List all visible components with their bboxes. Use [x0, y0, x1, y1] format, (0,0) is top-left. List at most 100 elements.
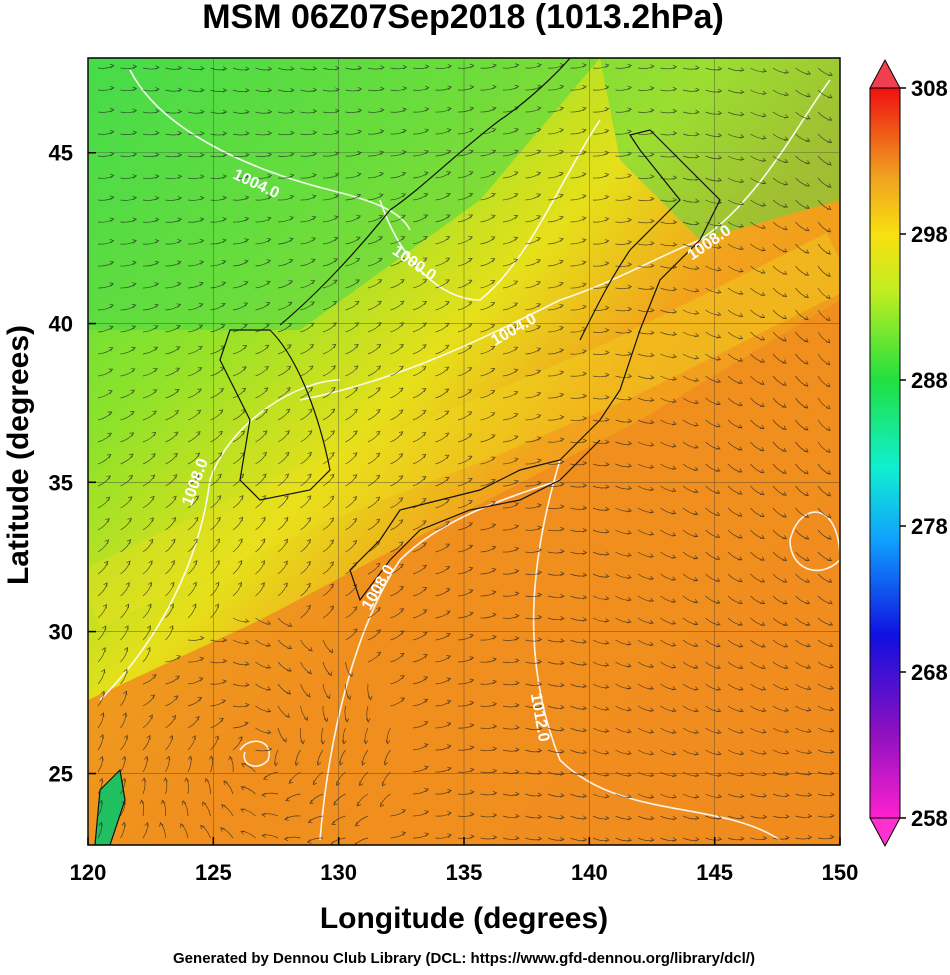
streamline-arrow — [263, 408, 268, 414]
streamline-arrow — [176, 260, 182, 265]
streamline-arrow — [626, 707, 632, 712]
streamline-arrow — [218, 430, 223, 436]
streamline-arrow — [853, 728, 857, 732]
streamline-arrow — [244, 618, 250, 623]
streamline — [841, 178, 853, 188]
streamline-arrow — [582, 639, 588, 644]
streamline-arrow — [740, 836, 745, 841]
streamline-arrow — [469, 767, 475, 773]
streamline-arrow — [536, 414, 542, 419]
streamline-arrow — [262, 473, 267, 478]
streamline-arrow — [399, 344, 404, 349]
streamline-arrow — [152, 674, 157, 679]
streamline-arrow — [717, 177, 723, 183]
streamline-arrow — [242, 345, 248, 350]
streamline-arrow — [581, 238, 587, 243]
streamline-arrow — [378, 193, 384, 198]
streamline-arrow — [152, 389, 158, 394]
streamline-arrow — [222, 217, 227, 222]
x-tick-label: 130 — [320, 860, 357, 885]
streamline-arrow — [400, 697, 406, 702]
streamline-arrow — [446, 128, 452, 133]
streamline — [841, 442, 853, 453]
streamline-arrow — [109, 85, 115, 91]
streamline-arrow — [286, 690, 292, 695]
streamline-arrow — [219, 366, 225, 371]
streamline-arrow — [131, 282, 137, 287]
streamline-arrow — [400, 236, 406, 241]
streamline-arrow — [333, 801, 338, 806]
streamline-arrow — [108, 347, 114, 352]
streamline-arrow — [762, 793, 768, 798]
streamline-arrow — [400, 279, 405, 284]
streamline-arrow — [228, 755, 233, 761]
streamline-arrow — [422, 609, 428, 614]
streamline-arrow — [848, 427, 852, 431]
x-tick-label: 120 — [70, 860, 107, 885]
streamline-arrow — [380, 86, 385, 92]
streamline-arrow — [198, 346, 203, 350]
streamline-arrow — [127, 517, 132, 523]
streamline-arrow — [560, 704, 565, 710]
streamline-arrow — [604, 150, 610, 156]
streamline-arrow — [850, 73, 854, 77]
streamline-arrow — [126, 539, 132, 544]
streamline-arrow — [187, 755, 193, 761]
streamline-arrow — [422, 279, 428, 284]
streamline-arrow — [260, 582, 265, 587]
streamline-arrow — [421, 366, 427, 371]
streamline-arrow — [717, 793, 722, 799]
streamline-arrow — [760, 621, 766, 626]
streamline-arrow — [378, 214, 384, 219]
streamline-arrow — [671, 751, 677, 756]
streamline-arrow — [101, 668, 106, 674]
streamline-arrow — [424, 107, 430, 112]
streamline-arrow — [284, 816, 289, 821]
streamline-arrow — [762, 772, 767, 777]
streamline-arrow — [399, 322, 405, 327]
streamline-arrow — [469, 85, 475, 90]
streamline-arrow — [148, 560, 153, 565]
streamline-arrow — [312, 780, 318, 786]
streamline-arrow — [357, 108, 363, 113]
colorbar-tick-label: 308 — [911, 76, 948, 101]
streamline-arrow — [244, 216, 250, 222]
streamline-arrow — [849, 118, 853, 122]
streamline-arrow — [199, 281, 204, 286]
streamline-arrow — [445, 214, 451, 219]
streamline-arrow — [354, 322, 360, 327]
streamline-arrow — [717, 836, 723, 842]
streamline-arrow — [446, 632, 451, 637]
streamline-arrow — [222, 679, 227, 684]
streamline-arrow — [848, 318, 852, 322]
streamline-arrow — [222, 658, 228, 664]
streamline-arrow — [784, 686, 789, 691]
streamline-arrow — [492, 63, 497, 68]
streamline-arrow — [352, 452, 358, 457]
streamline-arrow — [514, 613, 520, 619]
streamline-arrow — [738, 290, 744, 295]
streamline-arrow — [245, 702, 250, 708]
streamline-arrow — [671, 729, 677, 734]
streamline-arrow — [694, 332, 700, 338]
streamline-arrow — [627, 129, 632, 134]
streamline-arrow — [444, 388, 450, 393]
streamline-arrow — [200, 174, 205, 179]
streamline-arrow — [192, 603, 197, 609]
streamline-arrow — [513, 346, 519, 351]
streamline-arrow — [264, 366, 269, 371]
streamline-arrow — [329, 539, 334, 544]
streamline-arrow — [782, 556, 788, 561]
streamline-arrow — [99, 755, 104, 761]
streamline-arrow — [131, 346, 136, 351]
streamline-arrow — [515, 791, 520, 797]
streamline-arrow — [401, 193, 407, 198]
streamline-arrow — [221, 302, 226, 307]
streamline-arrow — [329, 473, 335, 479]
streamline-arrow — [177, 195, 183, 201]
streamline-arrow — [289, 216, 295, 221]
streamline-arrow — [446, 677, 452, 682]
streamline-arrow — [294, 761, 300, 767]
streamline-arrow — [469, 106, 475, 111]
streamline-arrow — [242, 366, 247, 371]
